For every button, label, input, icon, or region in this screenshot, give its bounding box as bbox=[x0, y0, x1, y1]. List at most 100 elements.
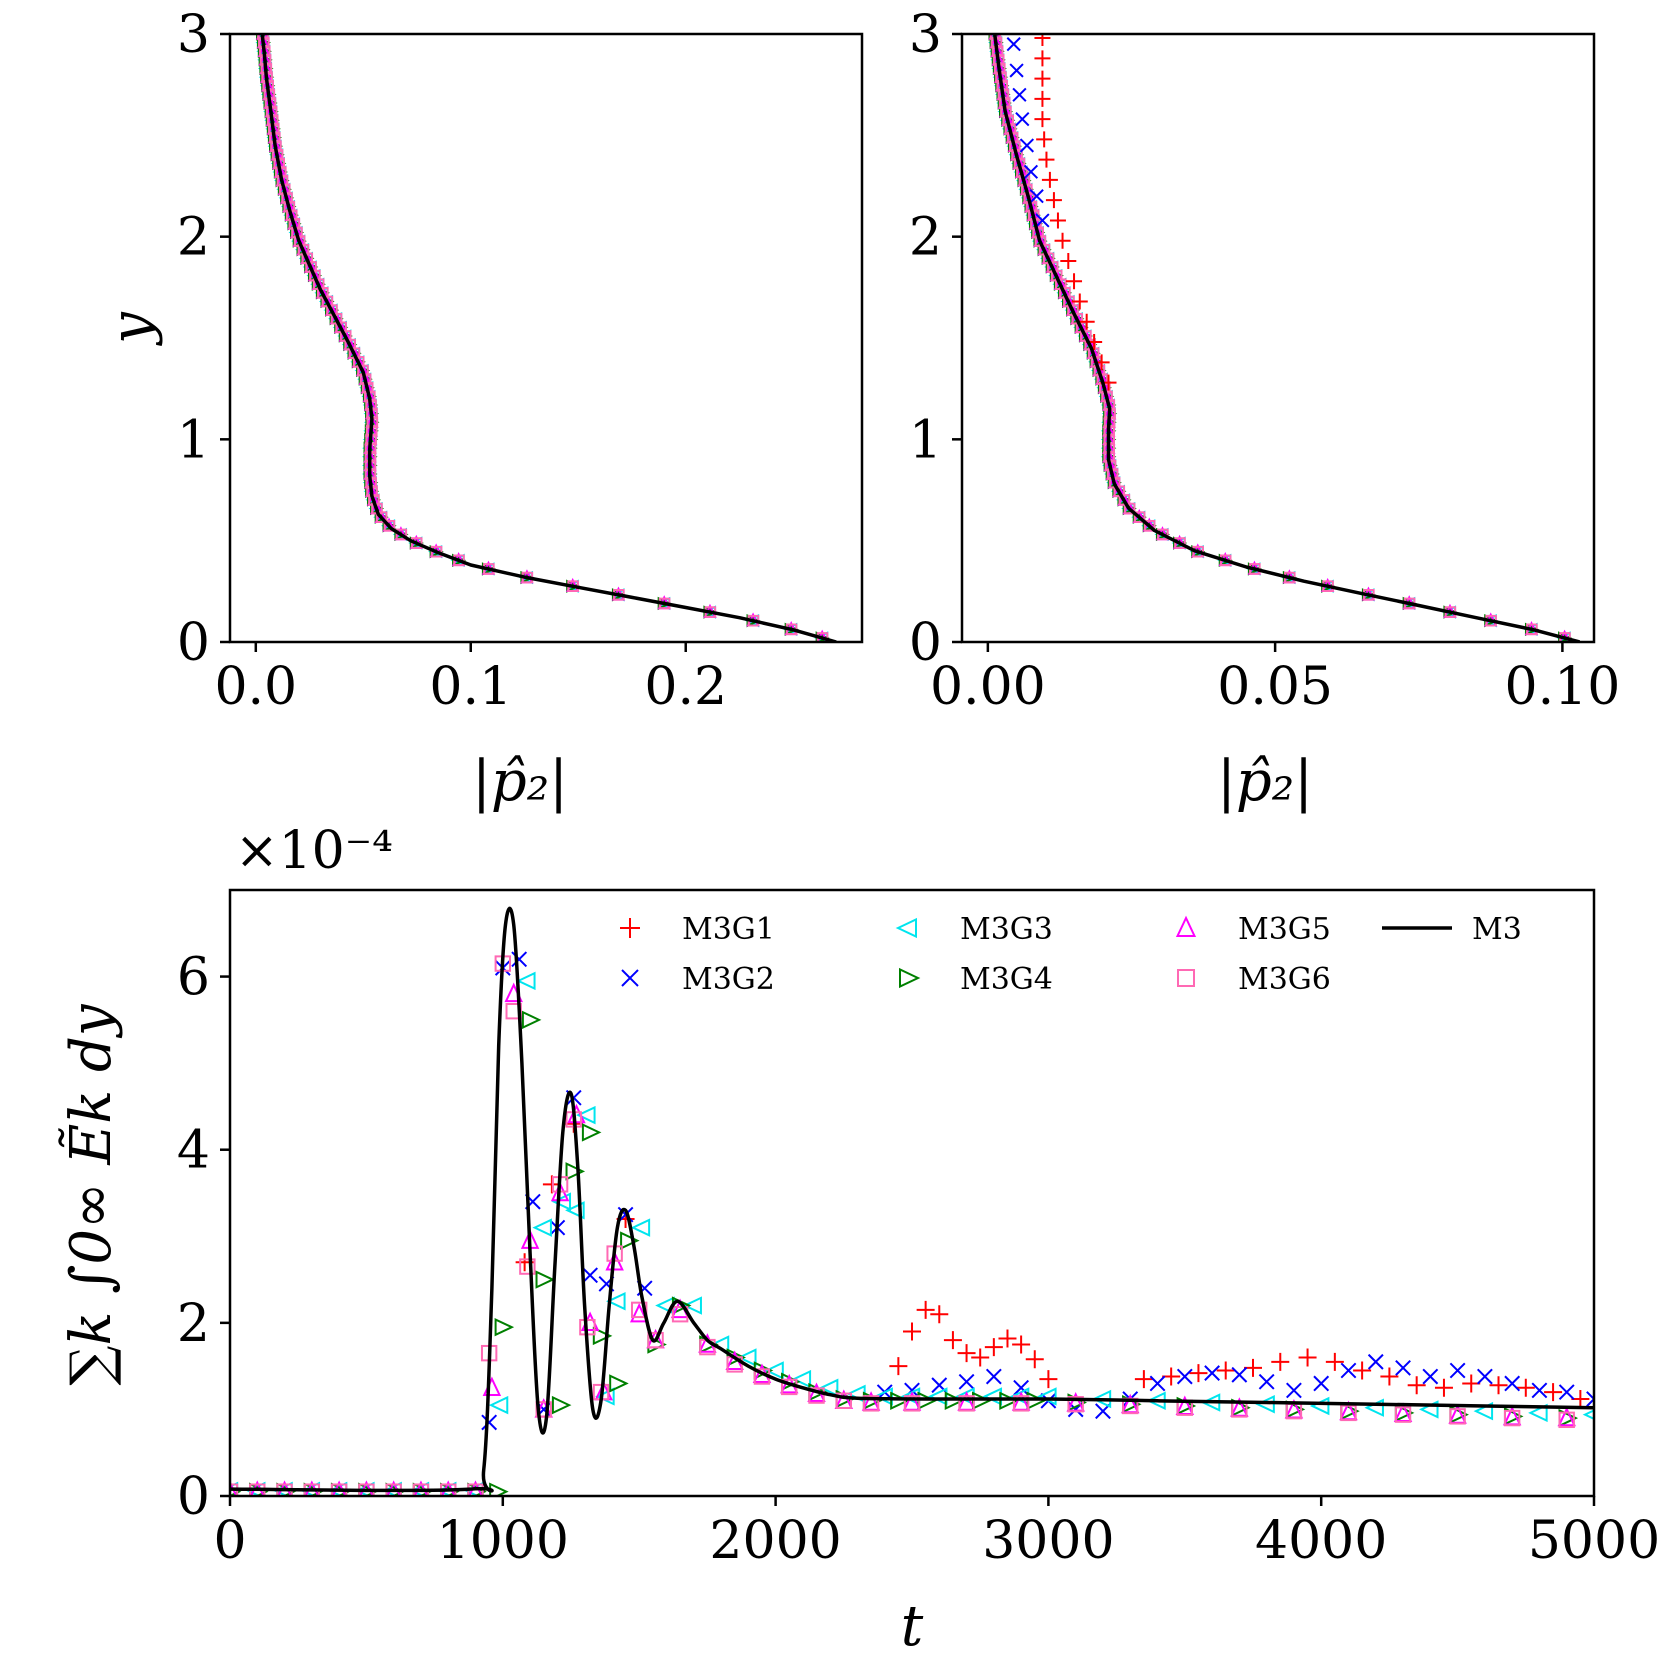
p1-ytick-label: 1 bbox=[909, 410, 942, 470]
p1-marker-m3g2 bbox=[1006, 37, 1021, 52]
p1-marker-m3g4 bbox=[1191, 544, 1206, 559]
p2-marker-m3g3 bbox=[576, 1105, 596, 1125]
p0-marker-m3g6 bbox=[395, 528, 408, 541]
panel-top-left-frame bbox=[228, 32, 864, 644]
p1-xtick-label: 0.00 bbox=[930, 657, 1046, 717]
p2-marker-m3g5 bbox=[468, 1480, 483, 1496]
p1-marker-m3g2 bbox=[1012, 87, 1027, 102]
p2-marker-m3g2 bbox=[1340, 1362, 1357, 1379]
p2-marker-m3g1 bbox=[1407, 1376, 1426, 1395]
p0-ytick-label: 1 bbox=[177, 410, 210, 470]
legend-swatch-m3g3 bbox=[895, 917, 917, 939]
p2-marker-m3g2 bbox=[1586, 1391, 1594, 1407]
p2-marker-m3g2 bbox=[1149, 1375, 1166, 1392]
panel-top-left-ylabel: y bbox=[99, 311, 164, 347]
p2-marker-m3g4 bbox=[999, 1391, 1019, 1410]
legend-swatch-m3g6 bbox=[1177, 969, 1195, 987]
p2-marker-m3g2 bbox=[1176, 1368, 1193, 1385]
p0-line-m3 bbox=[260, 34, 837, 642]
panel-bottom-plot-area bbox=[230, 906, 1594, 1496]
p1-marker-m3g2 bbox=[1029, 189, 1044, 204]
panel-top-left-plot-area bbox=[254, 34, 837, 642]
p2-marker-m3g6 bbox=[647, 1331, 664, 1349]
p2-marker-m3g1 bbox=[1434, 1378, 1453, 1397]
p2-marker-m3g4 bbox=[494, 1317, 515, 1337]
panel-top-left-ticks: 0.0 0.1 0.2 0 1 2 3 bbox=[177, 5, 727, 717]
p2-marker-m3g1 bbox=[1571, 1390, 1590, 1409]
p1-marker-m3g1 bbox=[1071, 293, 1088, 310]
p2-marker-m3g6 bbox=[467, 1483, 484, 1496]
p2-xtick-label: 2000 bbox=[709, 1511, 841, 1571]
p2-marker-m3g4 bbox=[521, 1010, 542, 1030]
p1-marker-m3g1 bbox=[1034, 50, 1051, 67]
p2-xtick-label: 3000 bbox=[982, 1511, 1114, 1571]
p1-marker-m3g1 bbox=[1066, 273, 1083, 290]
p2-marker-m3g4 bbox=[592, 1326, 613, 1346]
p1-marker-m3g1 bbox=[1034, 34, 1051, 47]
p2-marker-m3g1 bbox=[1244, 1358, 1262, 1377]
p1-marker-m3g2 bbox=[1019, 138, 1035, 153]
p1-marker-m3g1 bbox=[1038, 151, 1055, 168]
p2-marker-m3g1 bbox=[984, 1338, 1003, 1357]
p2-marker-m3g3 bbox=[736, 1348, 757, 1367]
p1-marker-m3g4 bbox=[1155, 527, 1171, 542]
p2-marker-m3g2 bbox=[1313, 1375, 1330, 1392]
p2-marker-m3g4 bbox=[535, 1270, 556, 1289]
legend-label-m3g5: M3G5 bbox=[1238, 912, 1331, 947]
p2-marker-m3g3 bbox=[532, 1218, 552, 1237]
p2-marker-m3g1 bbox=[1353, 1361, 1372, 1380]
panel-top-right: 0.00 0.05 0.10 0 1 2 3 |p̂₂| bbox=[909, 5, 1620, 814]
p0-ytick-label: 0 bbox=[177, 613, 210, 673]
p2-xtick-label: 0 bbox=[213, 1511, 246, 1571]
p2-marker-m3g3 bbox=[1364, 1398, 1384, 1417]
p1-marker-m3g2 bbox=[1035, 213, 1050, 228]
p2-ytick-label: 2 bbox=[177, 1294, 210, 1354]
p1-marker-m3g1 bbox=[1045, 192, 1062, 209]
p2-xtick-label: 4000 bbox=[1255, 1511, 1387, 1571]
p2-marker-m3g6 bbox=[958, 1395, 975, 1412]
p2-marker-m3g2 bbox=[1558, 1384, 1575, 1401]
p2-marker-m3g4 bbox=[551, 1395, 572, 1415]
legend-label-m3g6: M3G6 bbox=[1238, 962, 1331, 997]
p2-marker-m3g6 bbox=[1012, 1395, 1030, 1412]
p0-marker-m3g4 bbox=[429, 544, 444, 559]
p2-marker-m3g1 bbox=[1189, 1364, 1208, 1383]
p2-marker-m3g1 bbox=[1134, 1370, 1153, 1389]
p2-marker-m3g1 bbox=[1516, 1378, 1535, 1397]
p2-marker-m3g3 bbox=[1309, 1396, 1330, 1416]
panel-top-right-frame bbox=[960, 32, 1596, 644]
legend-label-m3g4: M3G4 bbox=[960, 962, 1053, 997]
p0-series-group bbox=[254, 34, 837, 642]
p2-marker-m3g4 bbox=[609, 1374, 629, 1393]
p1-marker-m3g2 bbox=[1009, 63, 1024, 78]
p2-marker-m3g3 bbox=[488, 1395, 509, 1415]
panel-bottom-ylabel: ∑k ∫0∞ Ẽk dy bbox=[58, 1003, 124, 1385]
p2-series-group bbox=[230, 906, 1594, 1496]
p2-marker-m3g2 bbox=[1258, 1373, 1275, 1390]
p1-marker-m3g1 bbox=[1034, 111, 1051, 128]
p2-marker-m3g3 bbox=[1528, 1403, 1548, 1423]
p2-marker-m3g6 bbox=[519, 1258, 536, 1275]
p2-marker-m3g2 bbox=[1449, 1362, 1466, 1379]
p2-marker-m3g6 bbox=[249, 1483, 266, 1496]
p2-marker-m3g2 bbox=[1231, 1366, 1248, 1383]
p2-marker-m3g6 bbox=[862, 1395, 880, 1412]
p2-xtick-label: 5000 bbox=[1528, 1511, 1660, 1571]
p1-line-m3 bbox=[992, 34, 1581, 642]
p1-marker-m3g6 bbox=[1157, 528, 1169, 541]
p2-marker-m3g5 bbox=[629, 1302, 649, 1323]
p0-marker-m3g4 bbox=[394, 527, 409, 542]
p2-marker-m3g1 bbox=[1271, 1352, 1290, 1371]
p2-marker-m3g3 bbox=[630, 1218, 651, 1237]
p1-marker-m3g6 bbox=[1133, 511, 1146, 523]
p2-marker-m3g6 bbox=[808, 1387, 825, 1404]
legend-label-m3g2: M3G2 bbox=[682, 962, 775, 997]
p2-marker-m3g3 bbox=[565, 1201, 585, 1220]
p2-marker-m3g1 bbox=[1039, 1370, 1058, 1389]
p0-marker-m3g4 bbox=[409, 536, 424, 550]
panel-top-left-xlabel: |p̂₂| bbox=[472, 749, 568, 814]
p2-ytick-label: 0 bbox=[177, 1467, 210, 1527]
panel-top-right-ticks: 0.00 0.05 0.10 0 1 2 3 bbox=[909, 5, 1620, 717]
p2-marker-m3g6 bbox=[1340, 1404, 1357, 1422]
p2-xtick-label: 1000 bbox=[437, 1511, 569, 1571]
